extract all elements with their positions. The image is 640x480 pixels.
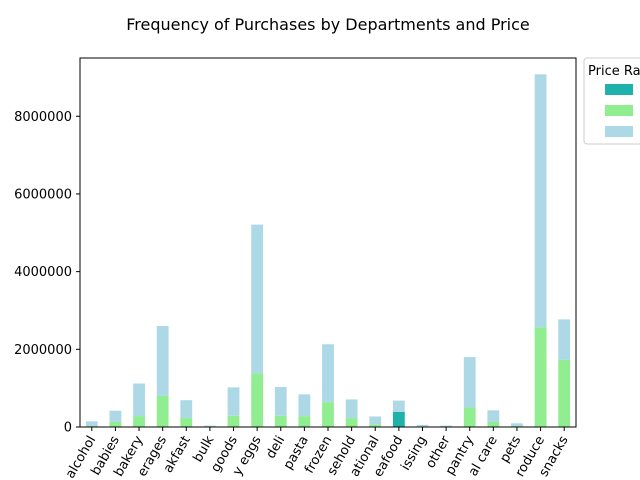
bar-babies-series-1 — [109, 421, 122, 427]
bar-bakery-series-2 — [133, 383, 145, 417]
bar-beverages-series-2 — [156, 326, 169, 396]
bar-dairy-eggs-series-1 — [251, 373, 264, 427]
bar-produce-series-2 — [534, 74, 547, 328]
bar-snacks-series-1 — [558, 359, 571, 427]
bar-snacks-series-2 — [558, 319, 571, 360]
y-tick-label: 2000000 — [14, 343, 72, 358]
bar-canned-goods-series-1 — [227, 415, 240, 427]
plot-area: 02000000400000060000008000000alcoholbabi… — [14, 57, 577, 480]
bar-other-series-2 — [440, 425, 452, 427]
bar-beverages-series-1 — [156, 395, 169, 427]
bar-breakfast-series-2 — [180, 400, 193, 419]
bar-deli-series-2 — [274, 386, 287, 416]
bar-bakery-series-1 — [133, 416, 145, 427]
chart-title: Frequency of Purchases by Departments an… — [126, 15, 530, 34]
bar-pantry-series-2 — [463, 357, 476, 408]
bar-meat-seafood-series-0 — [392, 411, 405, 427]
bar-bulk-series-2 — [204, 425, 216, 427]
bar-dairy-eggs-series-2 — [251, 224, 264, 374]
bar-international-series-1 — [369, 424, 382, 427]
bar-household-series-2 — [345, 399, 358, 419]
bar-deli-series-1 — [274, 415, 287, 427]
bar-frozen-series-2 — [322, 344, 334, 403]
bar-breakfast-series-1 — [180, 418, 193, 427]
bar-pets-series-2 — [511, 423, 523, 427]
legend: Price Ra — [583, 57, 640, 145]
bar-personal-care-series-2 — [487, 410, 500, 422]
bar-alcohol-series-2 — [85, 421, 98, 427]
bar-international-series-2 — [369, 416, 382, 425]
y-tick-label: 6000000 — [14, 187, 72, 202]
legend-swatch-0 — [605, 84, 633, 95]
bar-dry-goods-pasta-series-2 — [298, 394, 311, 417]
bar-household-series-1 — [345, 418, 358, 427]
bar-dry-goods-pasta-series-1 — [298, 416, 311, 427]
y-tick-label: 8000000 — [14, 110, 72, 125]
bar-babies-series-2 — [109, 410, 122, 422]
bar-produce-series-1 — [534, 327, 547, 427]
bar-canned-goods-series-2 — [227, 387, 240, 416]
bar-meat-seafood-series-2 — [392, 400, 405, 412]
legend-swatch-2 — [605, 126, 633, 137]
y-tick-label: 0 — [64, 421, 72, 436]
bar-frozen-series-1 — [322, 402, 334, 427]
bar-personal-care-series-1 — [487, 421, 500, 427]
legend-title: Price Ra — [588, 64, 640, 79]
legend-frame — [583, 57, 640, 145]
bar-missing-series-2 — [416, 424, 429, 427]
bar-pantry-series-1 — [463, 407, 476, 427]
legend-swatch-1 — [605, 105, 633, 116]
y-tick-label: 4000000 — [14, 265, 72, 280]
